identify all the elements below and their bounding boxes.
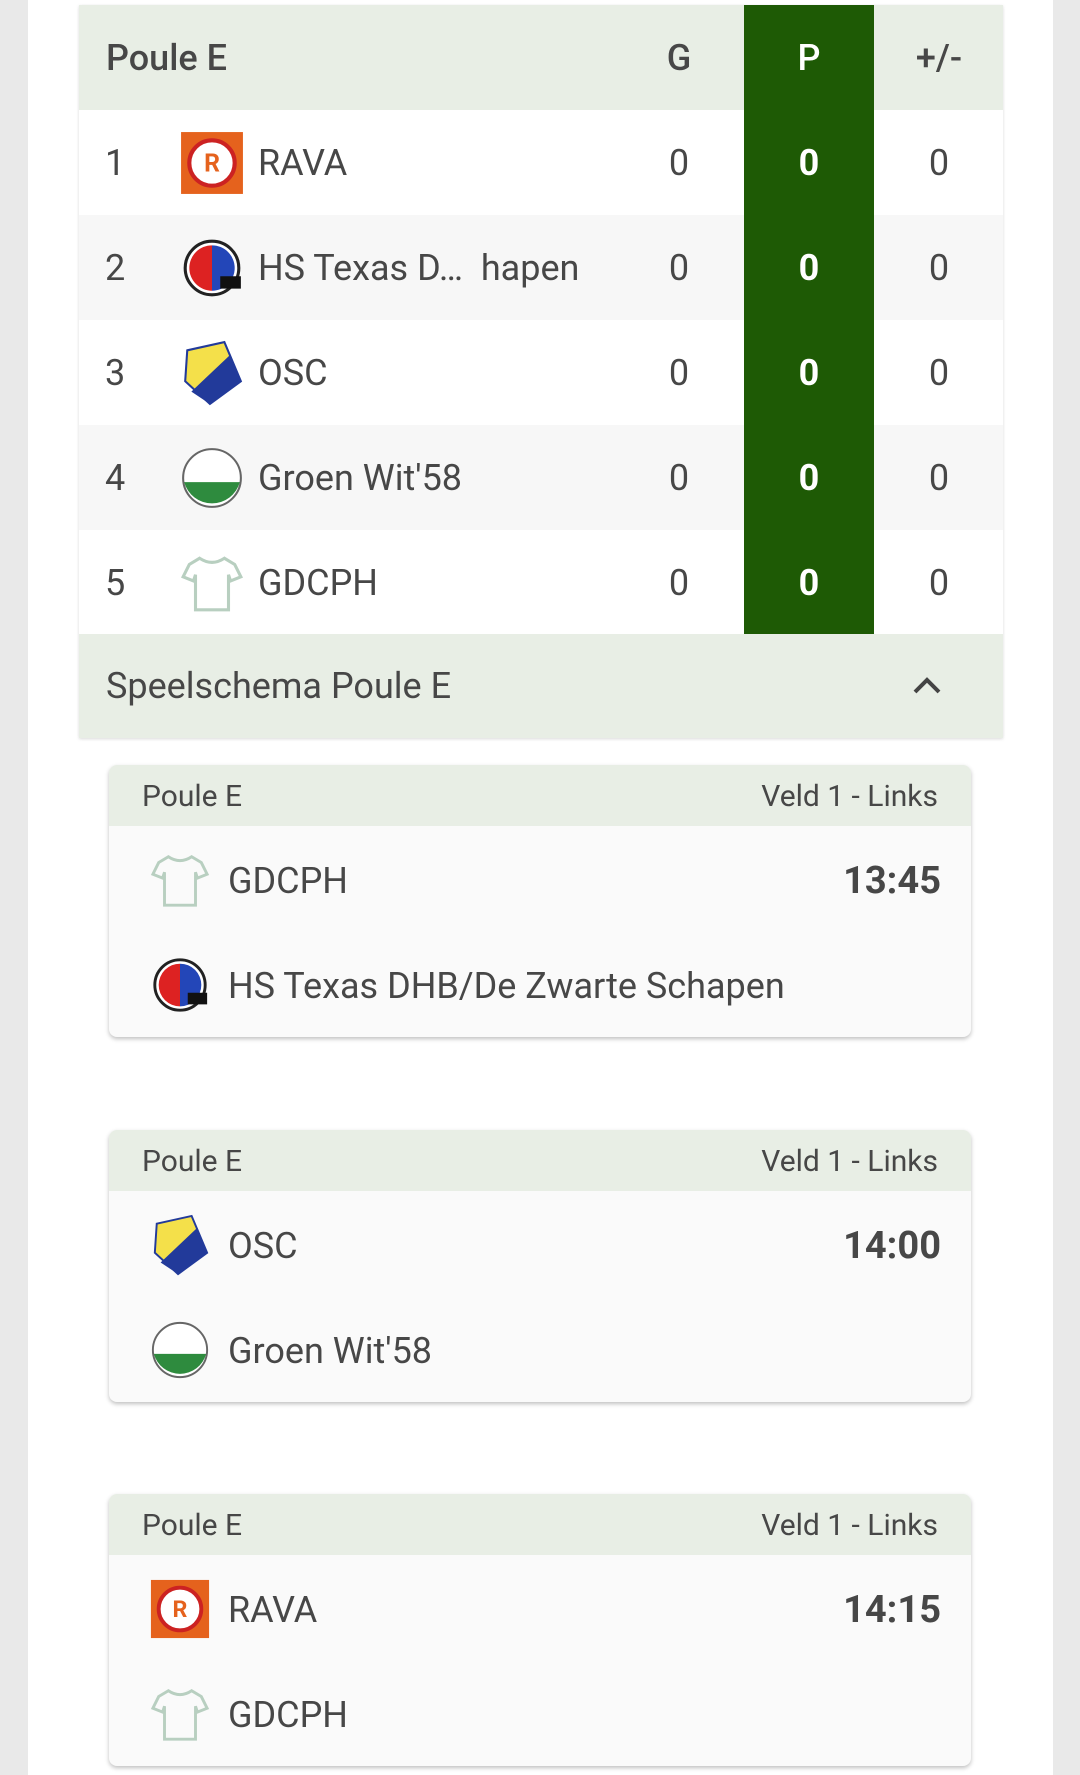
points: 0: [798, 562, 820, 604]
schedule-title: Speelschema Poule E: [106, 665, 452, 707]
table-title: Poule E: [106, 37, 227, 79]
standings-table: Poule E G P +/- 1 R RAVA 0 0 0 2 HS Texas D… hapen 0…: [79, 5, 1003, 738]
team-logo: [179, 340, 245, 406]
away-team: Groen Wit'58: [228, 1330, 433, 1372]
team-name: Groen Wit'58: [258, 457, 463, 499]
points: 0: [798, 142, 820, 184]
stat: 0: [928, 247, 950, 289]
stat: 0: [668, 352, 690, 394]
column-header: +/-: [915, 37, 963, 79]
match-card: Poule E Veld 1 - Links GDCPH 13:45 HS Texas …: [109, 765, 971, 1037]
home-team: RAVA: [228, 1589, 318, 1631]
stat: 0: [928, 352, 950, 394]
svg-text:R: R: [204, 149, 220, 178]
rank: 4: [105, 457, 126, 499]
column-header: P: [797, 37, 821, 79]
team-logo: [179, 445, 245, 511]
page: Poule E G P +/- 1 R RAVA 0 0 0 2 HS Texas D… hapen 0…: [28, 0, 1053, 1775]
rank: 3: [105, 352, 126, 394]
home-team: OSC: [228, 1225, 298, 1267]
team-logo: [179, 235, 245, 301]
schedule-toggle[interactable]: Speelschema Poule E: [79, 634, 1003, 738]
team-logo: R: [179, 130, 245, 196]
match-time: 14:00: [843, 1224, 941, 1268]
match-header: Poule E Veld 1 - Links: [109, 765, 971, 826]
stat: 0: [668, 562, 690, 604]
match-time: 13:45: [843, 859, 941, 903]
match-header: Poule E Veld 1 - Links: [109, 1130, 971, 1191]
team-logo: R: [149, 1578, 211, 1640]
match-card: Poule E Veld 1 - Links OSC 14:00 Groen Wit'5…: [109, 1130, 971, 1402]
match-card: Poule E Veld 1 - Links R RAVA 14:15 GDCPH: [109, 1494, 971, 1766]
points: 0: [798, 457, 820, 499]
team-name: HS Texas D… hapen: [258, 247, 580, 289]
match-field: Veld 1 - Links: [761, 779, 938, 814]
points: 0: [798, 352, 820, 394]
stat: 0: [668, 142, 690, 184]
home-team: GDCPH: [228, 860, 348, 902]
match-time: 14:15: [843, 1588, 941, 1632]
collapse-icon[interactable]: [909, 670, 945, 700]
stat: 0: [668, 247, 690, 289]
rank: 1: [105, 142, 126, 184]
rank: 5: [105, 562, 126, 604]
team-name: RAVA: [258, 142, 348, 184]
team-name: OSC: [258, 352, 328, 394]
away-team: GDCPH: [228, 1694, 348, 1736]
stat: 0: [928, 457, 950, 499]
stat: 0: [928, 562, 950, 604]
team-logo: [179, 550, 245, 616]
away-team: HS Texas DHB/De Zwarte Schapen: [228, 965, 785, 1007]
match-poule: Poule E: [142, 779, 243, 814]
match-poule: Poule E: [142, 1508, 243, 1543]
team-logo: [149, 954, 211, 1016]
rank: 2: [105, 247, 126, 289]
match-field: Veld 1 - Links: [761, 1144, 938, 1179]
points: 0: [798, 247, 820, 289]
team-name: GDCPH: [258, 562, 378, 604]
team-logo: [149, 849, 211, 911]
points-column: [744, 5, 874, 634]
team-logo: [149, 1214, 211, 1276]
match-poule: Poule E: [142, 1144, 243, 1179]
team-logo: [149, 1683, 211, 1745]
match-header: Poule E Veld 1 - Links: [109, 1494, 971, 1555]
column-header: G: [666, 37, 692, 79]
stat: 0: [668, 457, 690, 499]
match-field: Veld 1 - Links: [761, 1508, 938, 1543]
stat: 0: [928, 142, 950, 184]
team-logo: [149, 1319, 211, 1381]
svg-text:R: R: [173, 1595, 188, 1623]
